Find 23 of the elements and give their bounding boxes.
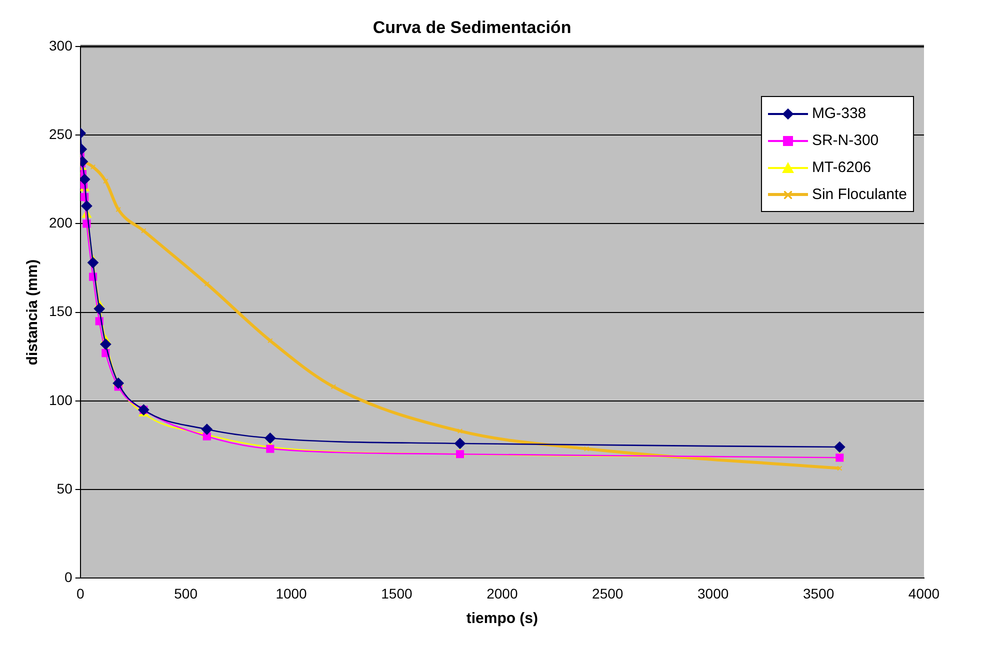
legend-label: SR-N-300 <box>812 132 879 150</box>
y-tick-label: 100 <box>49 392 73 408</box>
x-tick-label: 0 <box>76 585 84 602</box>
legend-label: MG-338 <box>812 105 866 122</box>
y-tick-label: 300 <box>49 37 73 54</box>
y-tick-label: 0 <box>64 569 73 586</box>
y-tick-label: 50 <box>56 480 73 496</box>
x-tick-label: 1500 <box>381 585 413 602</box>
legend-label: MT-6206 <box>812 159 872 176</box>
y-tick-label: 200 <box>49 214 73 231</box>
chart-title: Curva de Sedimentación <box>372 18 572 37</box>
x-tick-label: 2500 <box>592 585 624 602</box>
x-tick-label: 3000 <box>698 585 729 602</box>
y-tick-label: 250 <box>49 126 73 142</box>
legend-label: Sin Floculante <box>812 186 907 204</box>
x-tick-label: 2000 <box>486 585 518 602</box>
y-axis-title: distancia (mm) <box>24 259 42 366</box>
x-tick-label: 3500 <box>802 585 834 602</box>
x-axis-title: tiempo (s) <box>466 610 538 628</box>
x-tick-label: 4000 <box>908 585 940 602</box>
x-tick-label: 500 <box>174 585 198 602</box>
y-tick-label: 150 <box>49 303 73 320</box>
x-tick-label: 1000 <box>276 585 308 602</box>
